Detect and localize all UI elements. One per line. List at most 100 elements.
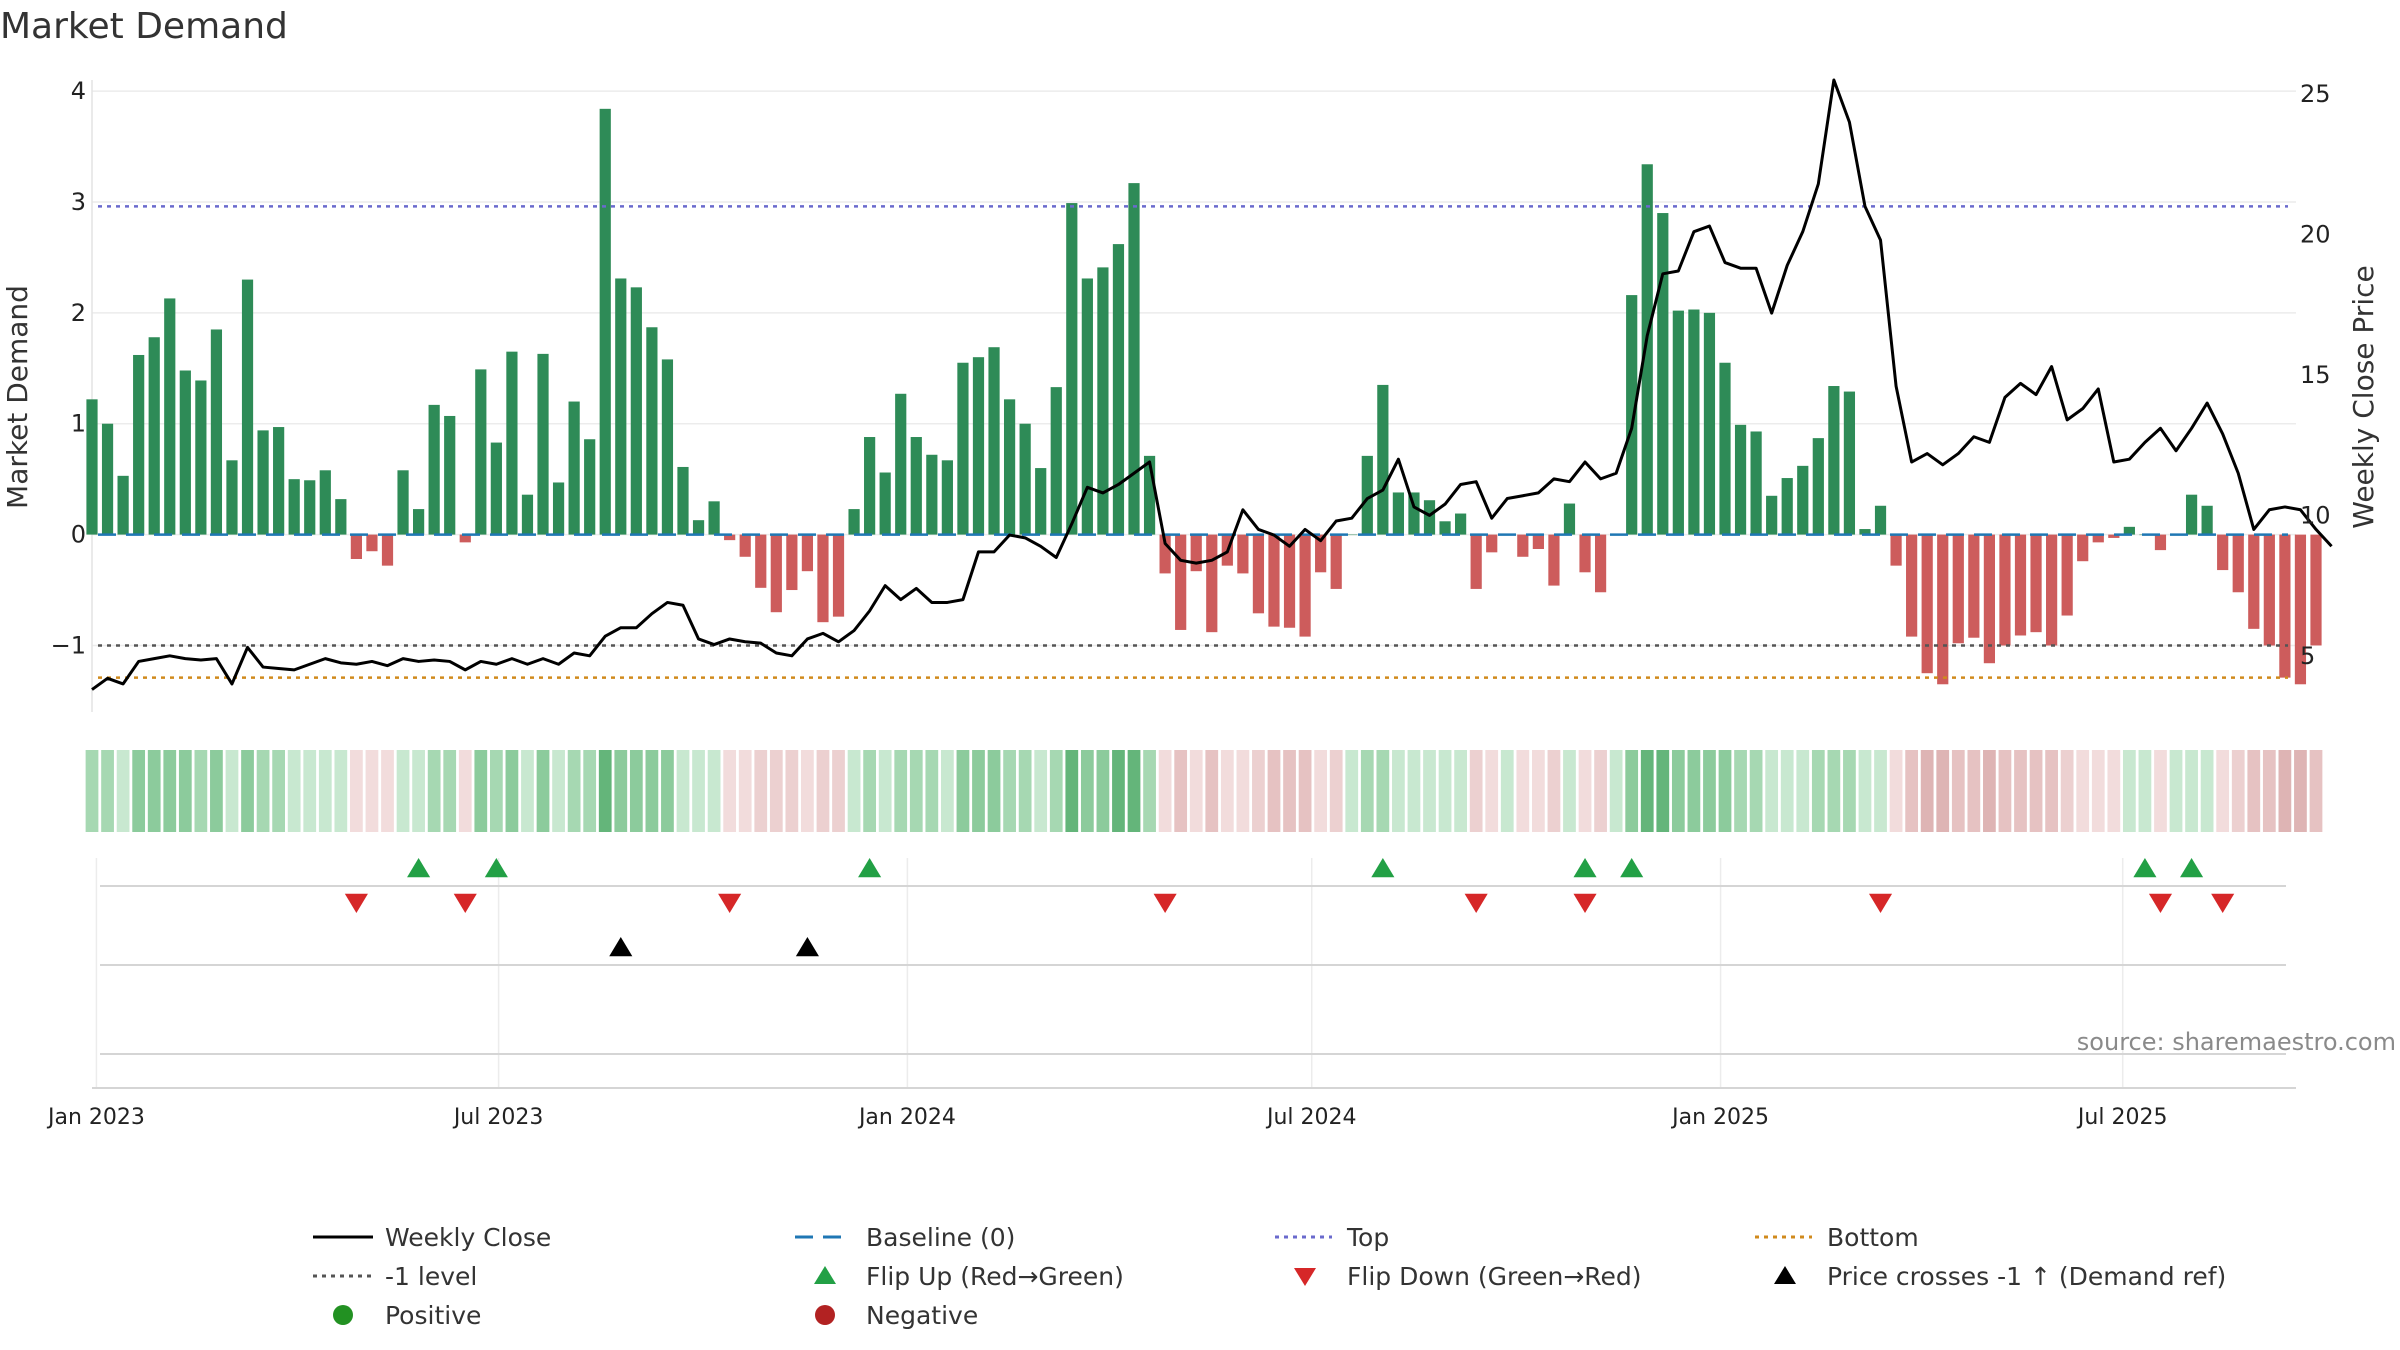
strip-cell: [909, 750, 923, 832]
demand-bar-positive: [101, 423, 114, 535]
demand-bar-positive: [1859, 529, 1871, 535]
strip-cell: [536, 750, 550, 832]
strip-cell: [1780, 750, 1794, 832]
demand-bar-negative: [2046, 534, 2058, 646]
strip-cell: [1298, 750, 1312, 832]
strip-cell: [598, 750, 612, 832]
demand-bar-positive: [506, 351, 518, 535]
demand-bar-negative: [786, 534, 798, 591]
demand-bar-negative: [1906, 534, 1918, 637]
strip-cell: [1360, 750, 1374, 832]
strip-cell: [178, 750, 192, 832]
strip-cell: [567, 750, 581, 832]
x-tick-label: Jan 2023: [46, 1105, 145, 1130]
demand-bar-positive: [1408, 492, 1420, 535]
demand-bar-positive: [708, 501, 720, 535]
demand-bar-positive: [86, 399, 98, 535]
demand-bar-positive: [1843, 391, 1856, 535]
demand-bar-positive: [1703, 312, 1716, 535]
strip-cell: [505, 750, 519, 832]
flip-up-marker: [484, 858, 508, 878]
demand-bar-positive: [273, 427, 285, 535]
demand-bar-positive: [1766, 495, 1778, 535]
flip-up-marker: [2180, 858, 2204, 878]
strip-cell: [241, 750, 254, 832]
y-tick-label: 3: [71, 188, 86, 216]
demand-bar-negative: [1315, 534, 1327, 573]
strip-cell: [1609, 750, 1623, 832]
x-tick-label: Jul 2024: [1265, 1105, 1357, 1130]
legend-item-flip-up: Flip Up (Red→Green): [814, 1262, 1124, 1291]
flip-down-marker: [2211, 893, 2235, 913]
flip-down-marker: [344, 893, 368, 913]
strip-cell: [956, 750, 970, 832]
strip-cell: [2122, 750, 2136, 832]
price-cross-marker: [795, 937, 819, 957]
strip-cell: [1718, 750, 1732, 832]
demand-bar-negative: [1486, 534, 1498, 553]
strip-cell: [785, 750, 799, 832]
legend-swatch-flip-down: [1294, 1268, 1316, 1286]
demand-bar-negative: [2014, 534, 2027, 636]
demand-bar-negative: [1983, 534, 1995, 664]
strip-cell: [85, 750, 99, 832]
demand-bar-negative: [2030, 534, 2042, 633]
strip-cell: [2060, 750, 2074, 832]
demand-bar-negative: [2294, 534, 2307, 685]
demand-heat-strip: [85, 750, 2323, 832]
strip-cell: [1096, 750, 1110, 832]
strip-cell: [1329, 750, 1343, 832]
flip-down-marker: [1868, 893, 1893, 913]
demand-bar-positive: [1097, 267, 1109, 535]
strip-cell: [1656, 750, 1670, 832]
strip-cell: [1936, 750, 1950, 832]
strip-cell: [925, 750, 939, 832]
strip-cell: [1392, 750, 1405, 832]
strip-cell: [1765, 750, 1779, 832]
flip-up-marker: [858, 858, 882, 878]
strip-cell: [2029, 750, 2043, 832]
demand-bar-positive: [257, 430, 269, 535]
strip-cell: [1827, 750, 1841, 832]
legend-item-neg-level: -1 level: [313, 1262, 477, 1291]
strip-cell: [1858, 750, 1872, 832]
strip-cell: [1080, 750, 1094, 832]
reference-lines: [98, 205, 2288, 679]
strip-cell: [474, 750, 488, 832]
legend-item-baseline: Baseline (0): [795, 1223, 1015, 1252]
y-ticks-left: −1 0 1 2 3 4: [51, 77, 86, 659]
demand-bar-positive: [1874, 505, 1887, 535]
strip-cell: [147, 750, 161, 832]
strip-cell: [1967, 750, 1981, 832]
demand-bar-positive: [335, 499, 347, 535]
demand-bar-positive: [1361, 455, 1373, 535]
strip-cell: [1376, 750, 1390, 832]
strip-cell: [427, 750, 441, 832]
demand-bar-positive: [692, 520, 705, 535]
strip-cell: [1049, 750, 1063, 832]
demand-bar-positive: [148, 337, 160, 535]
y-tick-label: 1: [71, 410, 86, 438]
demand-bar-positive: [319, 470, 331, 535]
strip-cell: [894, 750, 908, 832]
demand-bar-positive: [304, 480, 316, 535]
legend-item-bottom: Bottom: [1755, 1223, 1919, 1252]
demand-bar-negative: [1252, 534, 1265, 614]
demand-bar-negative: [2061, 534, 2073, 616]
demand-bar-negative: [1937, 534, 1949, 685]
strip-cell: [1220, 750, 1234, 832]
demand-bar-positive: [133, 354, 145, 535]
strip-cell: [1640, 750, 1654, 832]
strip-cell: [723, 750, 737, 832]
demand-bar-positive: [537, 353, 549, 535]
demand-bar-positive: [1641, 164, 1653, 535]
x-tick-label: Jul 2023: [452, 1105, 544, 1130]
legend-swatch-flip-up: [814, 1266, 836, 1284]
demand-bar-positive: [1066, 203, 1078, 535]
demand-bar-negative: [1190, 534, 1202, 572]
demand-bar-negative: [1594, 534, 1607, 593]
demand-bar-positive: [1423, 500, 1436, 535]
strip-cell: [816, 750, 830, 832]
demand-bar-positive: [646, 327, 658, 535]
demand-bar-negative: [1532, 534, 1544, 550]
